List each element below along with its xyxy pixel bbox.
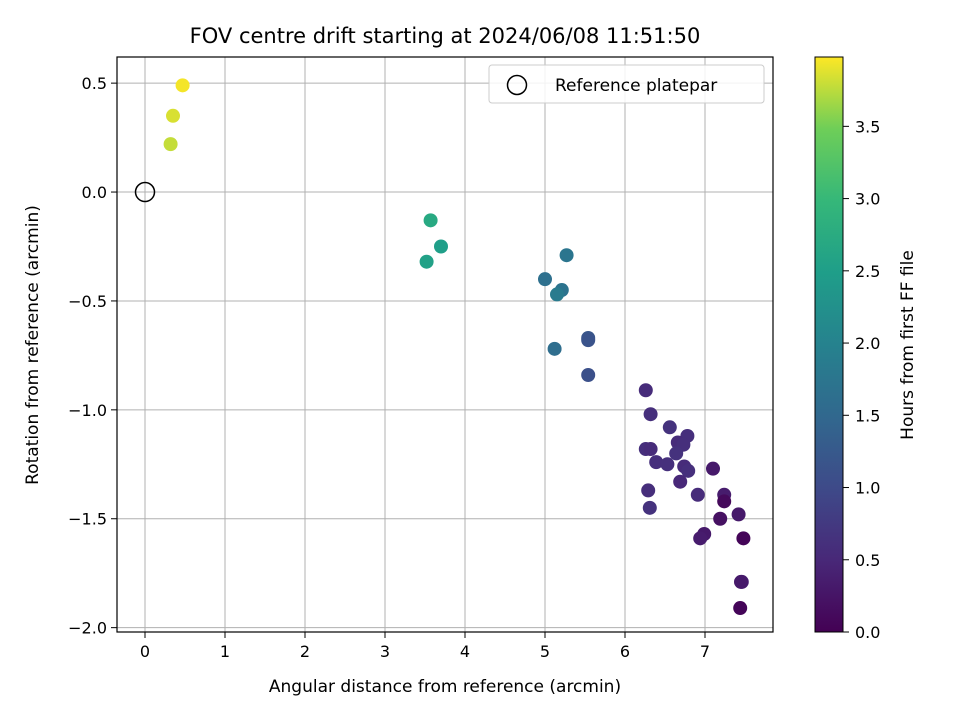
data-point-22: [669, 446, 684, 461]
colorbar-tick-label-1: 0.5: [855, 551, 880, 570]
y-tick-label-1: 0.0: [82, 183, 107, 202]
data-point-34: [731, 507, 746, 522]
colorbar-tick-label-7: 3.5: [855, 117, 880, 136]
data-point-33: [642, 500, 657, 515]
data-point-30: [690, 487, 705, 502]
data-point-1: [166, 108, 180, 123]
data-point-35: [713, 511, 728, 526]
colorbar-tick-label-3: 1.5: [855, 406, 880, 425]
x-tick-label-2: 2: [300, 642, 310, 661]
x-tick-label-6: 6: [620, 642, 630, 661]
data-point-37: [693, 531, 708, 546]
data-point-13: [581, 367, 596, 382]
x-tick-label-7: 7: [700, 642, 710, 661]
reference-platepar-marker: [134, 181, 156, 203]
data-point-3: [423, 213, 438, 228]
data-point-21: [643, 442, 658, 457]
data-point-10: [547, 341, 562, 356]
data-point-12: [581, 333, 596, 348]
data-point-27: [706, 461, 720, 476]
data-point-6: [559, 248, 574, 263]
data-point-29: [641, 483, 656, 498]
y-tick-label-4: −1.5: [68, 510, 107, 529]
data-point-38: [736, 531, 751, 546]
data-point-9: [550, 287, 564, 302]
x-tick-label-4: 4: [460, 642, 470, 661]
y-axis-label: Rotation from reference (arcmin): [23, 205, 43, 485]
data-point-2: [163, 137, 178, 152]
x-tick-label-5: 5: [540, 642, 550, 661]
legend-box: [488, 64, 765, 104]
colorbar-tick-label-2: 1.0: [855, 479, 880, 498]
x-axis-label: Angular distance from reference (arcmin): [269, 677, 621, 697]
x-tick-label-3: 3: [380, 642, 390, 661]
data-point-41: [733, 601, 748, 616]
colorbar: 0.0 0.5 1.0 1.5 2.0 2.5 3.0 3.5 Hours from firs…: [814, 56, 918, 642]
chart-title: FOV centre drift starting at 2024/06/08 …: [190, 24, 701, 48]
data-point-5: [419, 254, 434, 269]
colorbar-ticks: 0.0 0.5 1.0 1.5 2.0 2.5 3.0 3.5: [843, 117, 880, 642]
x-tick-label-0: 0: [140, 642, 150, 661]
plot-frame: [116, 56, 774, 633]
y-tick-label-5: −2.0: [68, 619, 107, 638]
colorbar-tick-label-4: 2.0: [855, 334, 880, 353]
data-point-40: [734, 574, 748, 589]
data-point-23: [649, 455, 664, 470]
legend-label: Reference platepar: [555, 76, 717, 96]
data-point-28: [673, 474, 688, 489]
y-tick-label-2: −0.5: [68, 292, 107, 311]
grid-lines: [117, 57, 773, 632]
colorbar-gradient: [814, 56, 844, 633]
data-point-15: [643, 407, 658, 422]
y-tick-label-0: 0.5: [82, 74, 107, 93]
y-axis-ticks: 0.5 0.0 −0.5 −1.0 −1.5 −2.0: [68, 74, 117, 638]
data-point-16: [662, 420, 677, 435]
legend-reference-marker: [506, 74, 528, 96]
colorbar-tick-label-5: 2.5: [855, 262, 880, 281]
x-tick-label-1: 1: [220, 642, 230, 661]
data-point-7: [538, 272, 552, 287]
data-point-14: [638, 383, 653, 398]
data-point-0: [175, 78, 190, 93]
legend: Reference platepar: [488, 64, 765, 104]
colorbar-label: Hours from first FF file: [898, 250, 918, 440]
data-points: [163, 78, 751, 616]
data-point-26: [681, 463, 696, 478]
data-point-4: [434, 239, 448, 254]
data-point-24: [660, 457, 675, 472]
x-axis-ticks: 0 1 2 3 4 5 6 7: [140, 632, 710, 661]
data-point-32: [717, 494, 732, 509]
reference-marker-layer: [134, 181, 156, 203]
colorbar-tick-label-6: 3.0: [855, 190, 880, 209]
colorbar-tick-label-0: 0.0: [855, 623, 880, 642]
y-tick-label-3: −1.0: [68, 401, 107, 420]
